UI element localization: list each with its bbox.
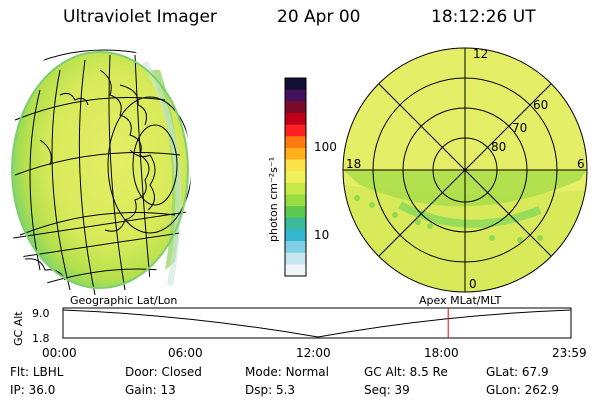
status-dsp: Dsp: 5.3 xyxy=(245,383,296,397)
colorbar-band xyxy=(285,101,306,114)
time-label: 18:12:26 UT xyxy=(431,7,536,27)
lat-label-80: 80 xyxy=(491,140,507,154)
mlt-label-18: 18 xyxy=(346,157,362,171)
status-ip: IP: 36.0 xyxy=(10,383,56,397)
colorbar-band xyxy=(285,217,306,230)
date-label: 20 Apr 00 xyxy=(277,7,361,27)
colorbar-band xyxy=(285,182,306,195)
status-glon: GLon: 262.9 xyxy=(486,383,559,397)
lat-label-70: 70 xyxy=(512,121,528,135)
colorbar-band xyxy=(285,264,306,277)
alt-tick-low: 1.8 xyxy=(32,332,50,345)
mlt-label-6: 6 xyxy=(577,157,585,171)
colorbar-band xyxy=(285,252,306,265)
colorbar-band xyxy=(285,194,306,207)
colorbar-band xyxy=(285,112,306,126)
color-bar xyxy=(284,77,307,277)
status-gain: Gain: 13 xyxy=(125,383,176,397)
polar-grid xyxy=(342,47,588,293)
aurora-dots xyxy=(354,195,543,243)
earth-disk xyxy=(12,52,188,288)
lat-lon-grid xyxy=(0,49,191,296)
colorbar-band xyxy=(285,89,306,102)
time-tick-1200: 12:00 xyxy=(296,346,331,360)
geographic-lat-lon-label: Geographic Lat/Lon xyxy=(70,294,178,307)
colorbar-band xyxy=(285,206,306,219)
colorbar-band xyxy=(285,78,306,91)
colorbar-band xyxy=(285,171,306,184)
mlt-label-0: 0 xyxy=(469,277,477,291)
status-glat: GLat: 67.9 xyxy=(486,365,549,379)
time-tick-1800: 18:00 xyxy=(424,346,459,360)
time-tick-2359: 23:59 xyxy=(552,346,587,360)
status-mode: Mode: Normal xyxy=(245,365,329,379)
colorbar-tick-10: 10 xyxy=(314,228,330,242)
altitude-curve xyxy=(62,309,572,338)
status-gc-alt: GC Alt: 8.5 Re xyxy=(364,365,448,379)
colorbar-band xyxy=(285,136,306,149)
colorbar-band xyxy=(285,241,306,254)
status-flt: Flt: LBHL xyxy=(10,365,64,379)
instrument-title: Ultraviolet Imager xyxy=(63,7,217,27)
time-tick-0000: 00:00 xyxy=(42,346,77,360)
lat-label-60: 60 xyxy=(533,98,549,112)
coastlines xyxy=(19,69,156,281)
mlt-label-12: 12 xyxy=(473,47,489,61)
colorbar-band xyxy=(285,147,306,161)
colorbar-band xyxy=(285,159,306,172)
apex-mlat-mlt-label: Apex MLat/MLT xyxy=(419,294,502,307)
time-tick-0600: 06:00 xyxy=(168,346,203,360)
colorbar-band xyxy=(285,124,306,137)
colorbar-tick-100: 100 xyxy=(314,140,337,154)
alt-tick-high: 9.0 xyxy=(32,307,50,320)
colorbar-band xyxy=(285,229,306,242)
status-door: Door: Closed xyxy=(125,365,202,379)
status-seq: Seq: 39 xyxy=(364,383,410,397)
